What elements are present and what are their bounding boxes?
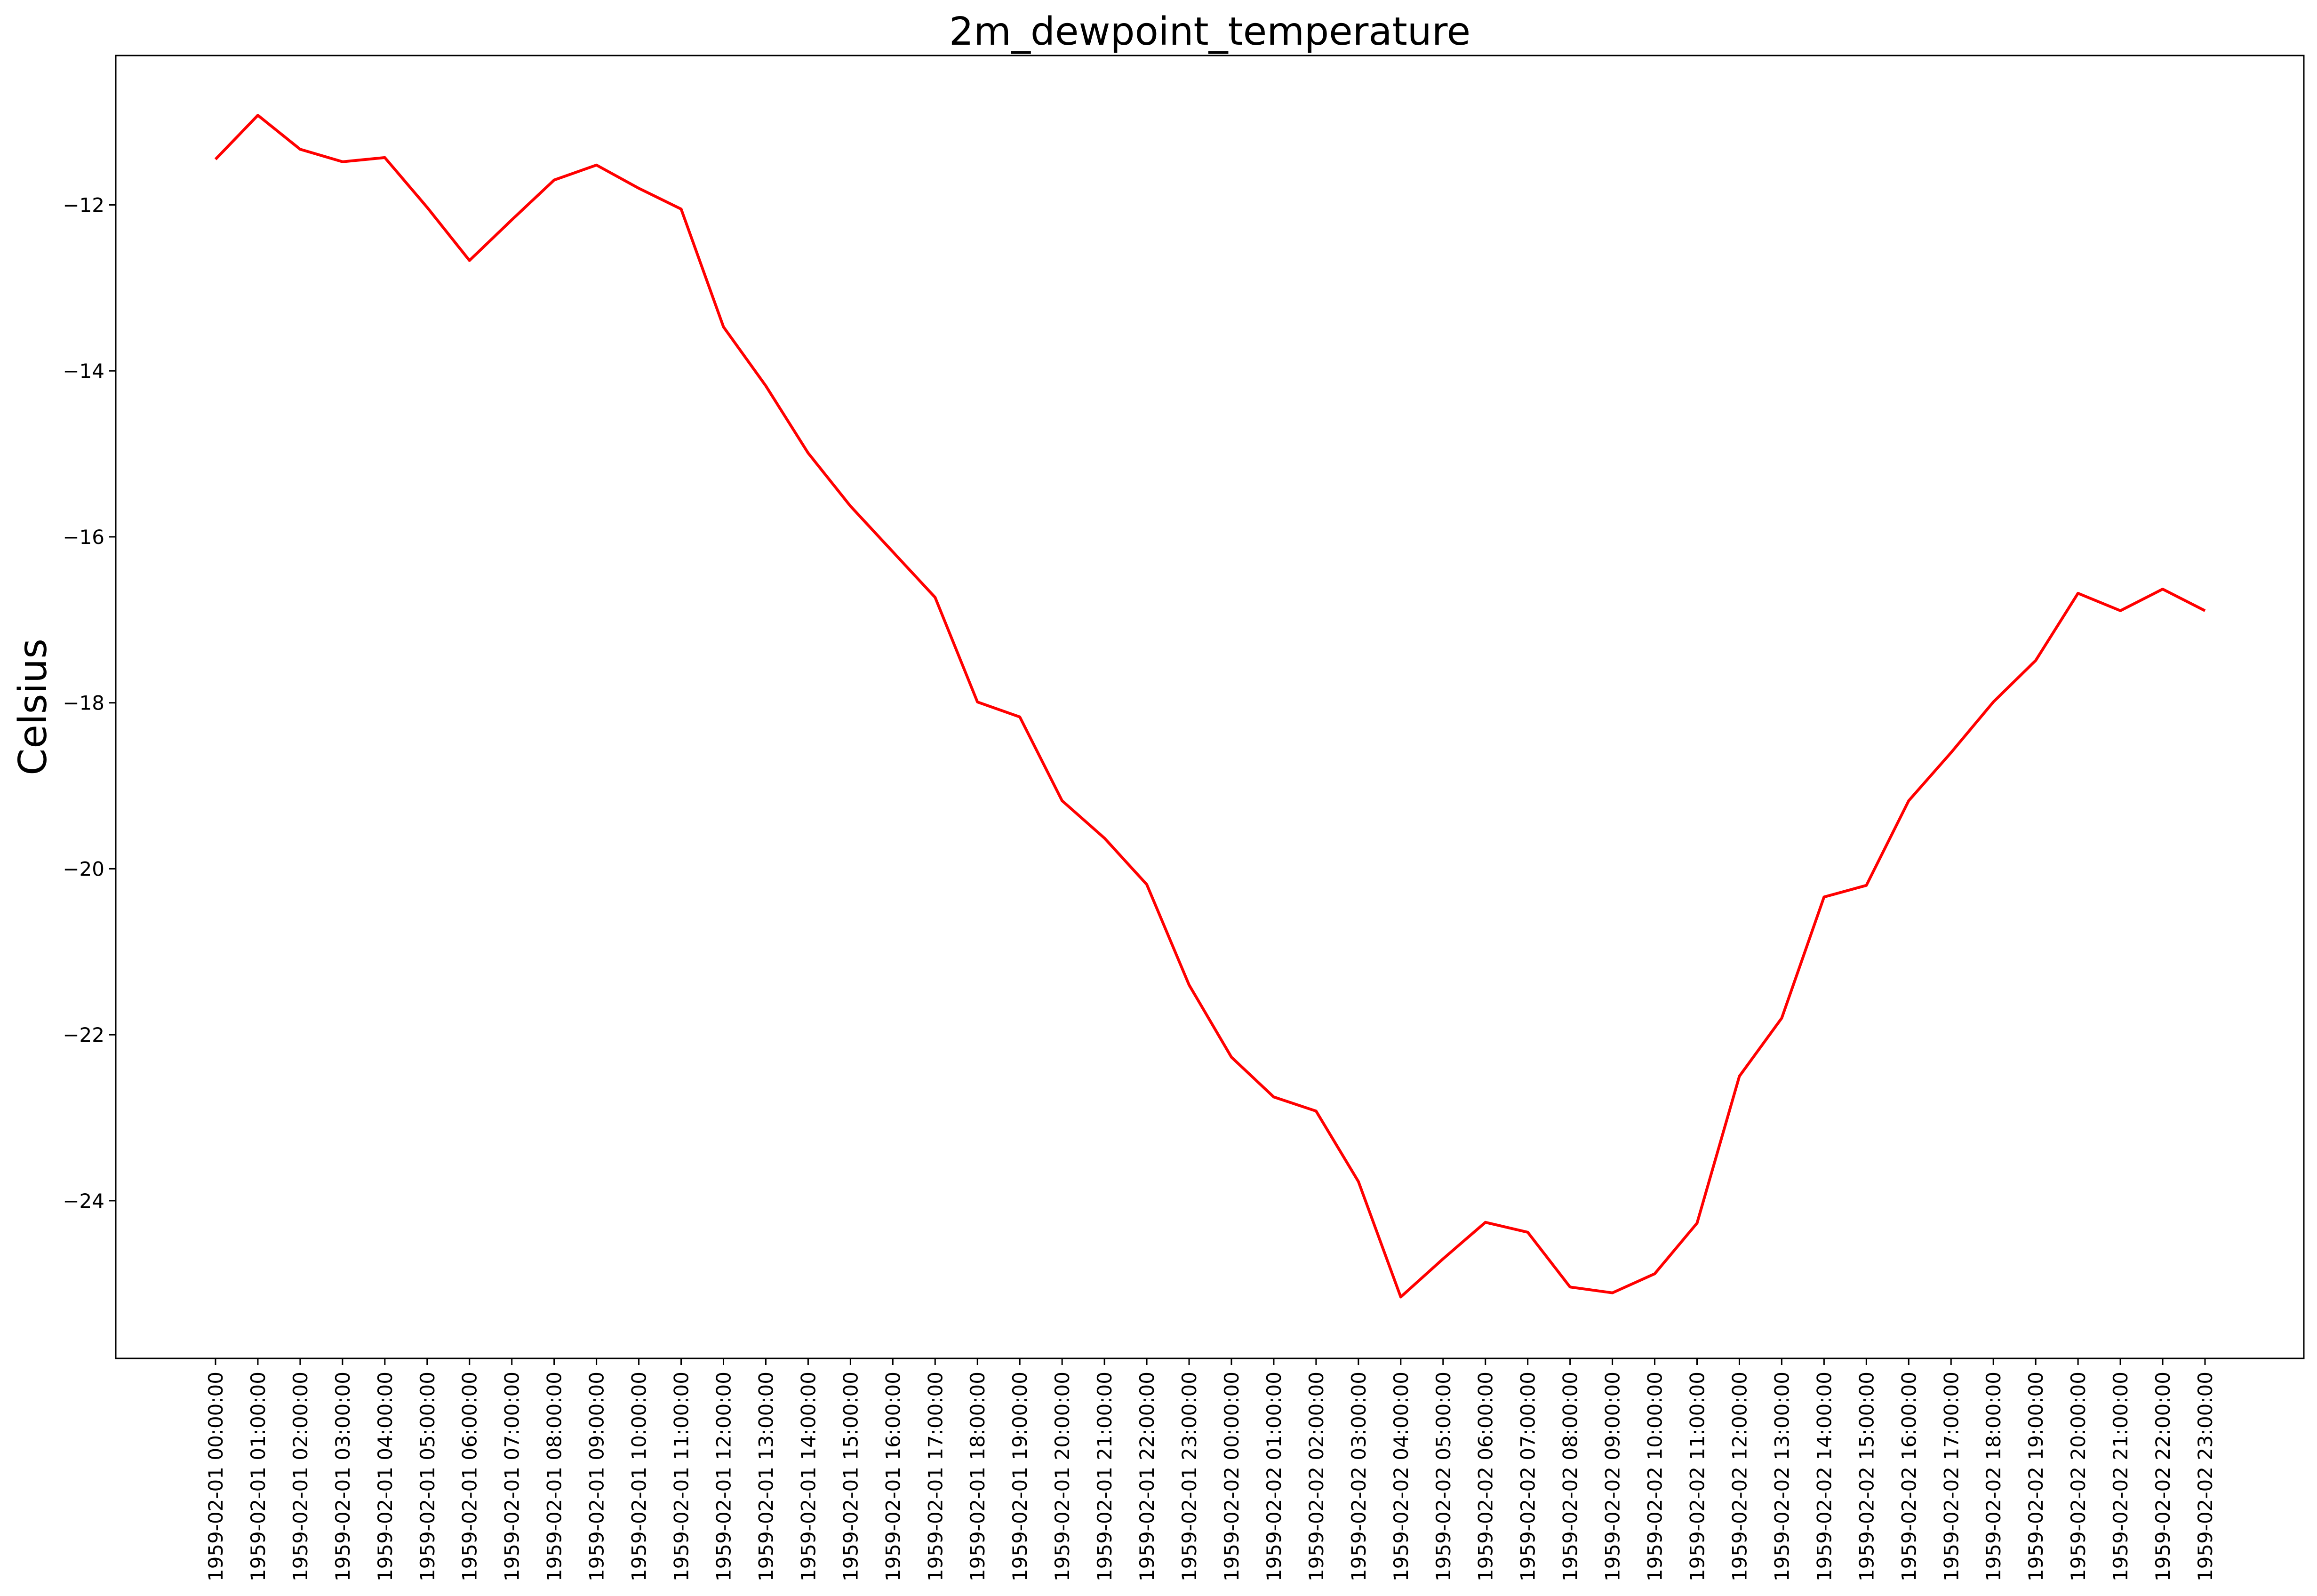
x-tick-label: 1959-02-01 10:00:00 — [628, 1372, 651, 1581]
x-tick-label: 1959-02-01 07:00:00 — [501, 1372, 524, 1581]
y-tick-label: −22 — [63, 1023, 104, 1046]
y-axis-label: Celsius — [11, 638, 56, 775]
x-tick-label: 1959-02-02 14:00:00 — [1813, 1372, 1836, 1581]
x-tick-label: 1959-02-01 20:00:00 — [1051, 1372, 1074, 1581]
y-tick-label: −16 — [63, 526, 104, 549]
chart-title: 2m_dewpoint_temperature — [949, 9, 1470, 54]
x-tick-label: 1959-02-02 12:00:00 — [1728, 1372, 1751, 1581]
y-tick-label: −18 — [63, 692, 104, 715]
x-tick-label: 1959-02-02 11:00:00 — [1686, 1372, 1709, 1581]
x-tick-label: 1959-02-02 10:00:00 — [1644, 1372, 1667, 1581]
x-tick-label: 1959-02-01 05:00:00 — [416, 1372, 439, 1581]
x-tick-label: 1959-02-01 22:00:00 — [1135, 1372, 1158, 1581]
x-tick-label: 1959-02-02 15:00:00 — [1855, 1372, 1878, 1581]
x-tick-label: 1959-02-01 23:00:00 — [1178, 1372, 1201, 1581]
x-tick-label: 1959-02-02 00:00:00 — [1220, 1372, 1243, 1581]
x-tick-label: 1959-02-02 23:00:00 — [2194, 1372, 2217, 1581]
x-tick-label: 1959-02-01 08:00:00 — [543, 1372, 566, 1581]
x-tick-label: 1959-02-01 06:00:00 — [458, 1372, 481, 1581]
x-tick-label: 1959-02-02 04:00:00 — [1390, 1372, 1413, 1581]
x-tick-label: 1959-02-01 18:00:00 — [966, 1372, 989, 1581]
x-tick-label: 1959-02-01 16:00:00 — [881, 1372, 904, 1581]
x-axis: 1959-02-01 00:00:00 1959-02-01 01:00:00 19… — [204, 1358, 2217, 1581]
x-tick-label: 1959-02-01 19:00:00 — [1008, 1372, 1031, 1581]
x-tick-label: 1959-02-01 02:00:00 — [289, 1372, 312, 1581]
x-tick-label: 1959-02-02 20:00:00 — [2067, 1372, 2090, 1581]
x-tick-label: 1959-02-01 04:00:00 — [374, 1372, 397, 1581]
x-tick-label: 1959-02-01 09:00:00 — [585, 1372, 608, 1581]
x-tick-label: 1959-02-02 08:00:00 — [1559, 1372, 1582, 1581]
plot-area — [214, 114, 2206, 1299]
y-tick-label: −14 — [63, 359, 104, 383]
x-tick-label: 1959-02-01 03:00:00 — [331, 1372, 354, 1581]
x-tick-label: 1959-02-01 00:00:00 — [204, 1372, 227, 1581]
y-tick-label: −24 — [63, 1189, 104, 1213]
x-tick-label: 1959-02-02 17:00:00 — [1940, 1372, 1963, 1581]
series-line — [214, 114, 2206, 1299]
x-tick-label: 1959-02-02 16:00:00 — [1897, 1372, 1920, 1581]
x-tick-label: 1959-02-02 19:00:00 — [2024, 1372, 2047, 1581]
x-tick-label: 1959-02-02 03:00:00 — [1347, 1372, 1370, 1581]
x-tick-label: 1959-02-01 17:00:00 — [924, 1372, 947, 1581]
x-tick-label: 1959-02-01 01:00:00 — [247, 1372, 270, 1581]
x-tick-label: 1959-02-01 12:00:00 — [712, 1372, 735, 1581]
x-tick-label: 1959-02-02 06:00:00 — [1474, 1372, 1497, 1581]
x-tick-label: 1959-02-02 18:00:00 — [1982, 1372, 2005, 1581]
y-tick-label: −12 — [63, 193, 104, 216]
x-tick-label: 1959-02-02 13:00:00 — [1770, 1372, 1793, 1581]
x-tick-label: 1959-02-02 02:00:00 — [1305, 1372, 1328, 1581]
x-tick-label: 1959-02-02 01:00:00 — [1262, 1372, 1286, 1581]
x-tick-label: 1959-02-02 21:00:00 — [2109, 1372, 2132, 1581]
x-tick-label: 1959-02-02 05:00:00 — [1432, 1372, 1455, 1581]
x-tick-label: 1959-02-01 13:00:00 — [754, 1372, 777, 1581]
x-tick-label: 1959-02-01 15:00:00 — [839, 1372, 862, 1581]
y-tick-label: −20 — [63, 857, 104, 880]
x-tick-label: 1959-02-01 11:00:00 — [670, 1372, 693, 1581]
x-tick-label: 1959-02-02 22:00:00 — [2151, 1372, 2174, 1581]
x-tick-label: 1959-02-01 21:00:00 — [1093, 1372, 1116, 1581]
y-axis: −12 −14 −16 −18 −20 −22 −24 — [63, 193, 116, 1213]
plot-frame — [115, 55, 2305, 1359]
x-tick-label: 1959-02-02 09:00:00 — [1601, 1372, 1624, 1581]
x-tick-label: 1959-02-02 07:00:00 — [1517, 1372, 1540, 1581]
x-tick-label: 1959-02-01 14:00:00 — [797, 1372, 820, 1581]
